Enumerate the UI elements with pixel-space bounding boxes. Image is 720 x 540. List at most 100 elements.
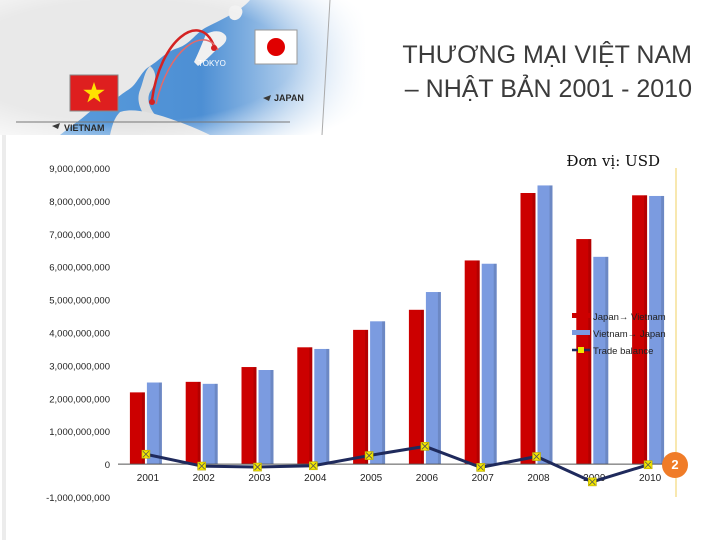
y-tick-label: 6,000,000,000 [49,263,110,274]
bar-shade [382,321,386,465]
marker-cross-stroke [421,443,429,450]
marker-cross-stroke [254,463,261,471]
slide-title-line-2: – NHẬT BẢN 2001 - 2010 [404,75,692,103]
bar-japan-to-vietnam [185,381,201,465]
bar-shade [326,348,330,465]
bar-vietnam-to-japan [537,185,553,465]
map-label-vietnam: VIETNAM [64,123,105,133]
x-tick-label: 2001 [137,473,160,484]
bar-shade [437,292,441,465]
japan-label-marker [263,95,271,101]
legend-label: Japan→ Vietnam [593,312,666,323]
map-label-tokyo: TOKYO [198,59,226,68]
y-tick-label: -1,000,000,000 [46,493,110,504]
map-graphic: VIETNAM TOKYO JAPAN [0,0,366,135]
bar-shade [532,193,536,465]
slide-title: THƯƠNG MẠI VIỆT NAM – NHẬT BẢN 2001 - 20… [372,38,692,106]
trade-balance-marker-cross [533,453,540,460]
bar-shade [476,260,480,465]
map-border-right [321,0,331,135]
marker-cross-stroke [533,453,540,460]
legend-swatch-marker [578,347,584,353]
chart-legend: Japan→ Vietnam Vietnam→ Japan Trade balanc… [572,312,666,357]
bar-shade [158,382,162,465]
vietnam-label-marker [52,123,60,129]
bar-shade [549,185,553,465]
marker-cross-stroke [198,462,205,470]
slide-title-line-1: THƯƠNG MẠI VIỆT NAM [402,41,692,69]
unit-note: Đơn vị: USD [566,152,660,170]
bar-japan-to-vietnam [464,260,480,465]
page-number-badge: 2 [662,452,688,478]
trade-balance-series [141,442,653,487]
bar-shade [644,195,648,465]
x-tick-label: 2004 [304,473,327,484]
trade-balance-marker-cross [198,462,205,470]
bar-shade [420,309,424,465]
x-tick-label: 2010 [639,473,662,484]
bar-shade [270,370,274,465]
bar-vietnam-to-japan [481,263,497,465]
x-tick-label: 2003 [248,473,271,484]
marker-cross-stroke [477,464,484,471]
bar-vietnam-to-japan [370,321,386,465]
trade-balance-line [145,444,649,484]
x-tick-label: 2002 [193,473,216,484]
map-label-japan: JAPAN [274,93,304,103]
bar-japan-to-vietnam [297,347,313,465]
bar-shade [588,239,592,465]
bar-shade [605,256,609,465]
marker-cross-stroke [644,461,652,469]
x-tick-label: 2006 [416,473,439,484]
y-tick-label: 5,000,000,000 [49,296,110,307]
legend-label: Vietnam→ Japan [593,329,666,340]
y-tick-label: 3,000,000,000 [49,361,110,372]
bar-vietnam-to-japan [314,348,330,465]
japan-flag [254,29,298,65]
y-tick-label: 7,000,000,000 [49,230,110,241]
marker-cross-stroke [365,452,373,459]
bar-shade [309,347,313,465]
bar-vietnam-to-japan [202,383,218,465]
bar-japan-to-vietnam [129,392,145,465]
trade-balance-marker-cross [421,443,429,450]
y-tick-label: 8,000,000,000 [49,197,110,208]
trade-balance-marker-cross [142,450,150,458]
marker-cross-stroke [589,478,596,486]
bar-japan-to-vietnam [353,329,369,465]
trade-balance-marker-cross [644,461,652,469]
marker-cross-stroke [142,450,150,458]
legend-swatch [572,330,590,335]
marker-cross-stroke [310,462,317,470]
left-edge-rule [2,130,6,540]
bar-japan-to-vietnam [408,309,424,465]
x-tick-label: 2008 [527,473,550,484]
bar-japan-to-vietnam [241,367,257,465]
map-illustration: VIETNAM TOKYO JAPAN [0,0,366,135]
x-tick-label: 2005 [360,473,383,484]
legend-label: Trade balance [593,346,653,357]
bar-vietnam-to-japan [425,292,441,465]
bar-vietnam-to-japan [593,256,609,465]
trade-balance-marker-cross [589,478,596,486]
bar-shade [197,381,201,465]
bar-vietnam-to-japan [649,195,665,465]
bar-japan-to-vietnam [632,195,648,465]
y-tick-label: 0 [105,460,110,471]
bar-shade [493,263,497,465]
y-tick-label: 2,000,000,000 [49,394,110,405]
y-tick-label: 9,000,000,000 [49,164,110,175]
trade-balance-marker-cross [310,462,317,470]
trade-balance-marker-cross [254,463,261,471]
y-tick-label: 4,000,000,000 [49,329,110,340]
bar-vietnam-to-japan [146,382,162,465]
trade-balance-marker-cross [365,452,373,459]
x-tick-label: 2007 [472,473,495,484]
bar-series [129,185,665,465]
bar-shade [365,329,369,465]
trade-balance-marker-cross [477,464,484,471]
bar-shade [661,195,665,465]
vietnam-flag [69,74,119,112]
bar-vietnam-to-japan [258,370,274,465]
